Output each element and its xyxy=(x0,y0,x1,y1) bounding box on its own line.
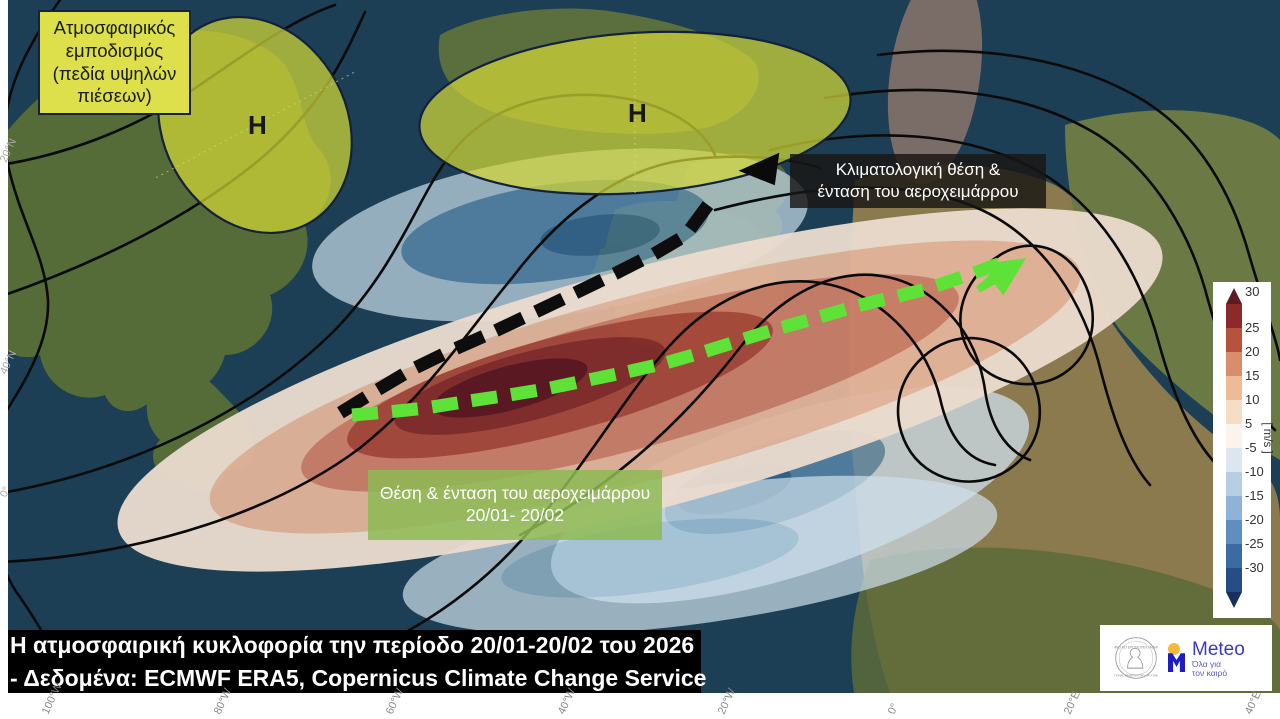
svg-text:-25: -25 xyxy=(1245,536,1264,551)
svg-text:[ m/s ]: [ m/s ] xyxy=(1261,422,1273,453)
svg-text:-5: -5 xyxy=(1245,440,1257,455)
svg-text:10: 10 xyxy=(1245,392,1259,407)
svg-text:30: 30 xyxy=(1245,284,1259,299)
svg-text:-30: -30 xyxy=(1245,560,1264,575)
svg-text:25: 25 xyxy=(1245,320,1259,335)
svg-text:-10: -10 xyxy=(1245,464,1264,479)
svg-text:NATIONAL OBSERVATORY OF ATHENS: NATIONAL OBSERVATORY OF ATHENS xyxy=(1114,674,1158,678)
svg-text:ΕΘΝΙΚΟ ΑΣΤΕΡΟΣΚΟΠΕΙΟ ΑΘΗΝΩΝ: ΕΘΝΙΚΟ ΑΣΤΕΡΟΣΚΟΠΕΙΟ ΑΘΗΝΩΝ xyxy=(1114,646,1158,650)
svg-text:5: 5 xyxy=(1245,416,1252,431)
svg-text:-15: -15 xyxy=(1245,488,1264,503)
svg-text:20: 20 xyxy=(1245,344,1259,359)
svg-text:15: 15 xyxy=(1245,368,1259,383)
svg-text:-20: -20 xyxy=(1245,512,1264,527)
